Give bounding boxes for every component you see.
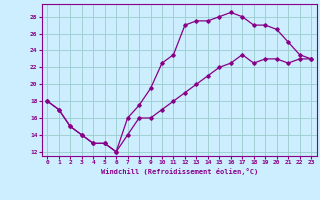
X-axis label: Windchill (Refroidissement éolien,°C): Windchill (Refroidissement éolien,°C) — [100, 168, 258, 175]
